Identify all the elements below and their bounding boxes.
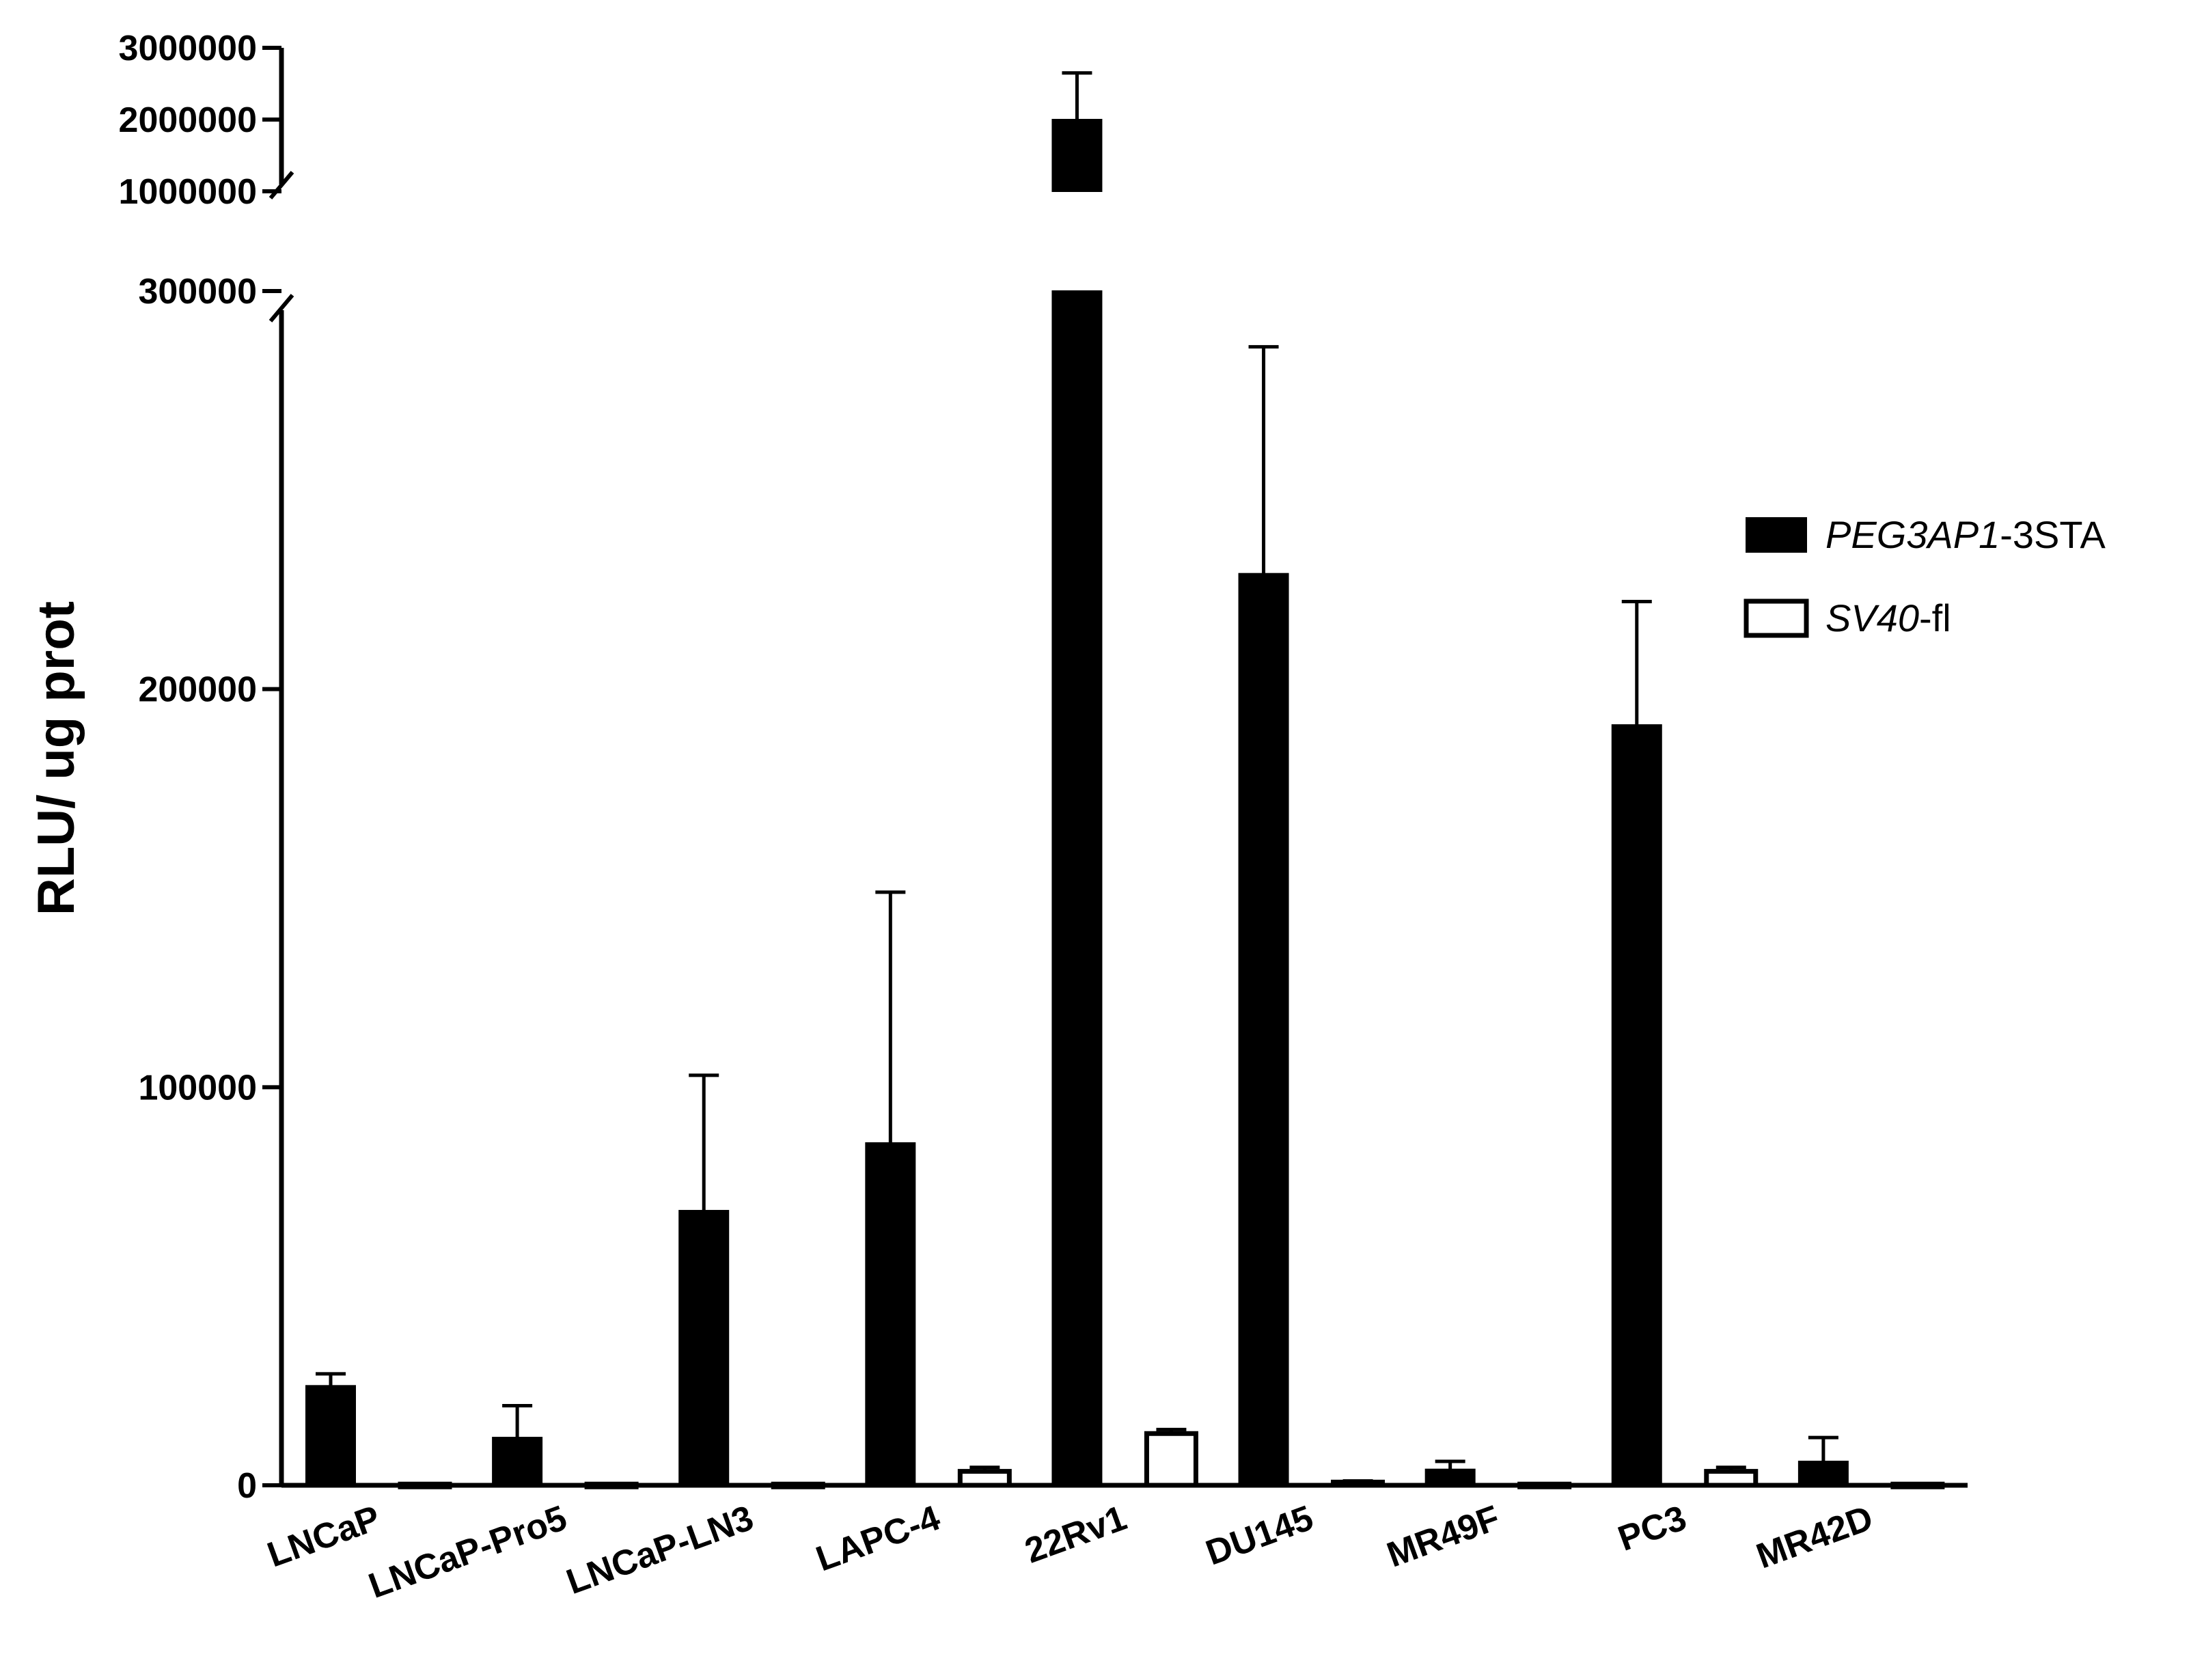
x-category-label: 22Rv1: [1020, 1498, 1132, 1571]
bar-upper-segment: [1051, 119, 1103, 192]
y-tick-label: 300000: [138, 272, 257, 312]
legend-label: SV40-fl: [1825, 596, 1951, 639]
x-category-label: DU145: [1201, 1498, 1319, 1573]
bar: [1611, 724, 1662, 1486]
x-category-label: MR42D: [1752, 1498, 1878, 1577]
bar: [584, 1481, 639, 1489]
y-axis-title: RLU/ ug prot: [27, 601, 85, 915]
legend-label-suffix: -fl: [1919, 596, 1951, 639]
bar: [1517, 1481, 1572, 1489]
bar: [1144, 1431, 1198, 1488]
x-category-label: PC3: [1613, 1498, 1692, 1559]
bar: [305, 1385, 356, 1487]
chart-axes: [262, 46, 1968, 1488]
y-tick-label: 0: [237, 1466, 257, 1506]
axis-break-mark-lower: [268, 294, 294, 322]
axis-break-mark-upper: [268, 171, 294, 199]
y-tick-label: 2000000: [119, 100, 257, 140]
bar: [957, 1469, 1012, 1488]
bar: [492, 1437, 543, 1487]
x-category-label: LNCaP-LN3: [562, 1498, 759, 1602]
bar: [1238, 573, 1289, 1486]
bar: [1797, 1461, 1849, 1487]
legend-swatch: [1744, 598, 1809, 638]
x-category-label: LNCaP: [262, 1498, 385, 1575]
legend-swatch: [1746, 517, 1807, 553]
x-category-label: LAPC-4: [811, 1498, 945, 1580]
x-category-label: LNCaP-Pro5: [363, 1498, 572, 1606]
bar: [771, 1481, 825, 1489]
bar: [1704, 1469, 1759, 1488]
y-tick-label: 3000000: [119, 29, 257, 68]
y-tick-label: 1000000: [119, 172, 257, 212]
y-tick-label: 200000: [138, 670, 257, 710]
bar: [1424, 1468, 1476, 1487]
legend-label-gene: SV40: [1825, 596, 1919, 639]
bar: [678, 1209, 730, 1486]
y-tick-label: 100000: [138, 1068, 257, 1107]
bar: [1890, 1481, 1945, 1489]
legend-label: PEG3AP1-3STA: [1825, 513, 2106, 556]
bar: [398, 1481, 452, 1489]
legend: PEG3AP1-3STA SV40-fl: [1744, 513, 2106, 639]
x-category-label: MR49F: [1382, 1498, 1505, 1575]
bar: [1051, 290, 1103, 1486]
bar: [865, 1142, 916, 1486]
chart-bars: [305, 71, 1945, 1489]
legend-label-suffix: -3STA: [2000, 513, 2106, 556]
legend-label-gene: PEG3AP1: [1825, 513, 2000, 556]
